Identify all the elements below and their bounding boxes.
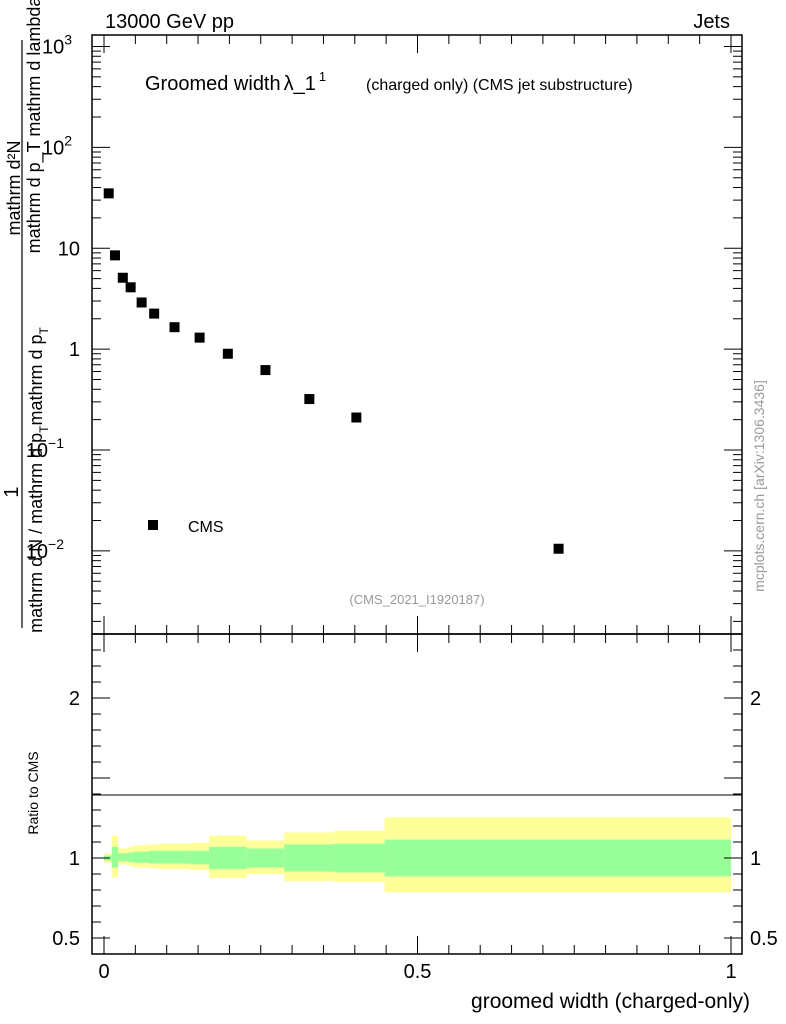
y-label-top: mathrm d²N	[4, 140, 24, 235]
y-tick-label: 10−1	[26, 435, 64, 462]
legend-label: CMS	[188, 519, 224, 536]
x-tick-label: 0	[98, 961, 109, 983]
ratio-y-tick-label: 1	[69, 848, 80, 870]
ratio-band-inner-1	[111, 846, 119, 868]
ratio-band-inner-4	[133, 851, 150, 863]
plot-title: Groomed width λ_1 1	[145, 69, 326, 95]
y-label-top-sub: mathrm d p_T mathrm d lambda	[24, 0, 45, 253]
data-points	[103, 188, 564, 554]
y-label-bottom-sub: T	[37, 425, 51, 433]
data-point	[103, 188, 114, 199]
ratio-band-inner-10	[284, 844, 335, 872]
y-label-bottom-rest-sub: T	[37, 326, 51, 334]
ratio-y-tick-label-right: 0.5	[750, 928, 778, 950]
ratio-frame	[91, 633, 743, 955]
ratio-band-inner-8	[209, 846, 247, 870]
y-tick-label: 10−2	[26, 536, 64, 563]
ratio-band-inner-7	[190, 850, 210, 865]
data-point	[125, 282, 136, 293]
x-tick-label: 0.5	[404, 961, 432, 983]
data-point	[194, 332, 205, 343]
y-label-top-sub-text: mathrm d p_T mathrm d lambda	[24, 0, 45, 253]
ratio-band-inner-11	[334, 843, 385, 873]
ratio-y-tick-label-right: 2	[750, 688, 761, 710]
title-sup: 1	[319, 69, 326, 84]
ratio-band-inner-9	[246, 848, 285, 868]
process-label: Jets	[693, 11, 730, 33]
ratio-band-inner-2	[118, 853, 128, 862]
data-point	[136, 297, 147, 308]
ratio-band-inner-12	[384, 839, 731, 877]
main-frame	[91, 34, 743, 635]
legend-marker	[148, 520, 158, 530]
data-point	[117, 272, 128, 283]
ratio-y-tick-label: 0.5	[52, 928, 80, 950]
y-label-top-text: mathrm d²N	[4, 140, 24, 235]
y-tick-label: 1	[69, 339, 80, 361]
data-point	[553, 543, 564, 554]
y-axis-label: 1 mathrm d²N mathrm d p_T mathrm d lambd…	[1, 0, 51, 633]
y-label-bottom-rest: mathrm d p	[26, 334, 46, 425]
title-symbol: λ_1	[284, 73, 316, 95]
ratio-band-inner-3	[127, 852, 134, 862]
data-point	[260, 365, 271, 376]
data-point	[109, 250, 120, 261]
title-qualifier: (charged only) (CMS jet substructure)	[366, 77, 633, 94]
y-tick-label: 103	[42, 31, 72, 58]
ratio-y-label: Ratio to CMS	[25, 751, 41, 834]
ratio-y-tick-label: 2	[69, 688, 80, 710]
x-tick-label: 1	[725, 961, 736, 983]
y-label-bottom: mathrm d N / mathrm d pTmathrm d pT	[26, 326, 51, 632]
data-point	[222, 348, 233, 359]
data-point	[304, 394, 315, 405]
ratio-y-tick-label-right: 1	[750, 848, 761, 870]
y-tick-label: 10	[58, 238, 80, 260]
data-point	[351, 412, 362, 423]
ratio-band-inner-5	[149, 850, 159, 864]
data-point	[169, 322, 180, 333]
analysis-tag: (CMS_2021_I1920187)	[349, 592, 484, 607]
watermark: mcplots.cern.ch [arXiv:1306.3436]	[751, 380, 767, 592]
y-tick-label: 102	[42, 132, 72, 159]
energy-label: 13000 GeV pp	[105, 11, 234, 33]
y-label-numerator-one: 1	[1, 486, 23, 497]
x-axis-label: groomed width (charged-only)	[471, 990, 750, 1013]
data-point	[149, 308, 160, 319]
ratio-bands	[104, 817, 731, 893]
y-label-bottom-text: mathrm d N / mathrm d p	[26, 433, 46, 633]
title-main: Groomed width	[145, 73, 281, 95]
ratio-band-inner-6	[158, 850, 191, 864]
